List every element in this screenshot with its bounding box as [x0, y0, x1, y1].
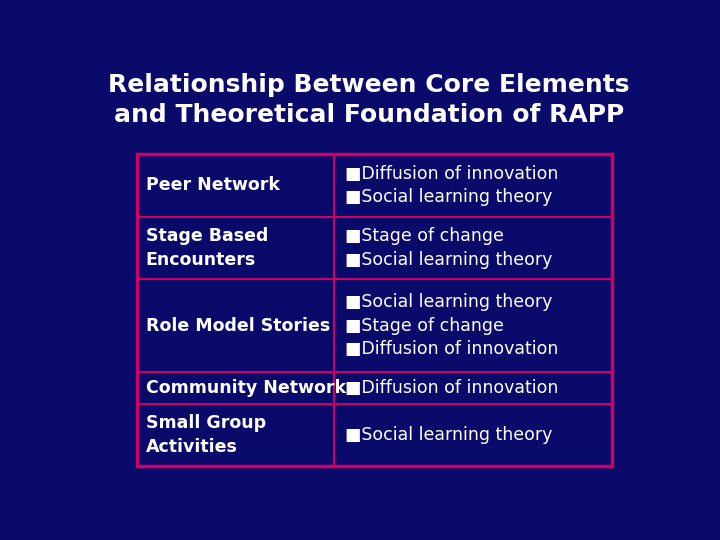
Text: Community Network: Community Network: [145, 379, 346, 397]
Text: Stage Based
Encounters: Stage Based Encounters: [145, 227, 268, 268]
Text: Peer Network: Peer Network: [145, 177, 279, 194]
Text: ■Stage of change
■Social learning theory: ■Stage of change ■Social learning theory: [346, 227, 553, 268]
Text: Relationship Between Core Elements
and Theoretical Foundation of RAPP: Relationship Between Core Elements and T…: [108, 73, 630, 127]
Text: Role Model Stories: Role Model Stories: [145, 317, 330, 335]
Bar: [138, 154, 612, 466]
Text: Small Group
Activities: Small Group Activities: [145, 414, 266, 456]
Text: ■Diffusion of innovation
■Social learning theory: ■Diffusion of innovation ■Social learnin…: [346, 165, 559, 206]
Text: ■Social learning theory: ■Social learning theory: [346, 426, 553, 444]
Text: ■Diffusion of innovation: ■Diffusion of innovation: [346, 379, 559, 397]
Text: ■Social learning theory
■Stage of change
■Diffusion of innovation: ■Social learning theory ■Stage of change…: [346, 293, 559, 359]
